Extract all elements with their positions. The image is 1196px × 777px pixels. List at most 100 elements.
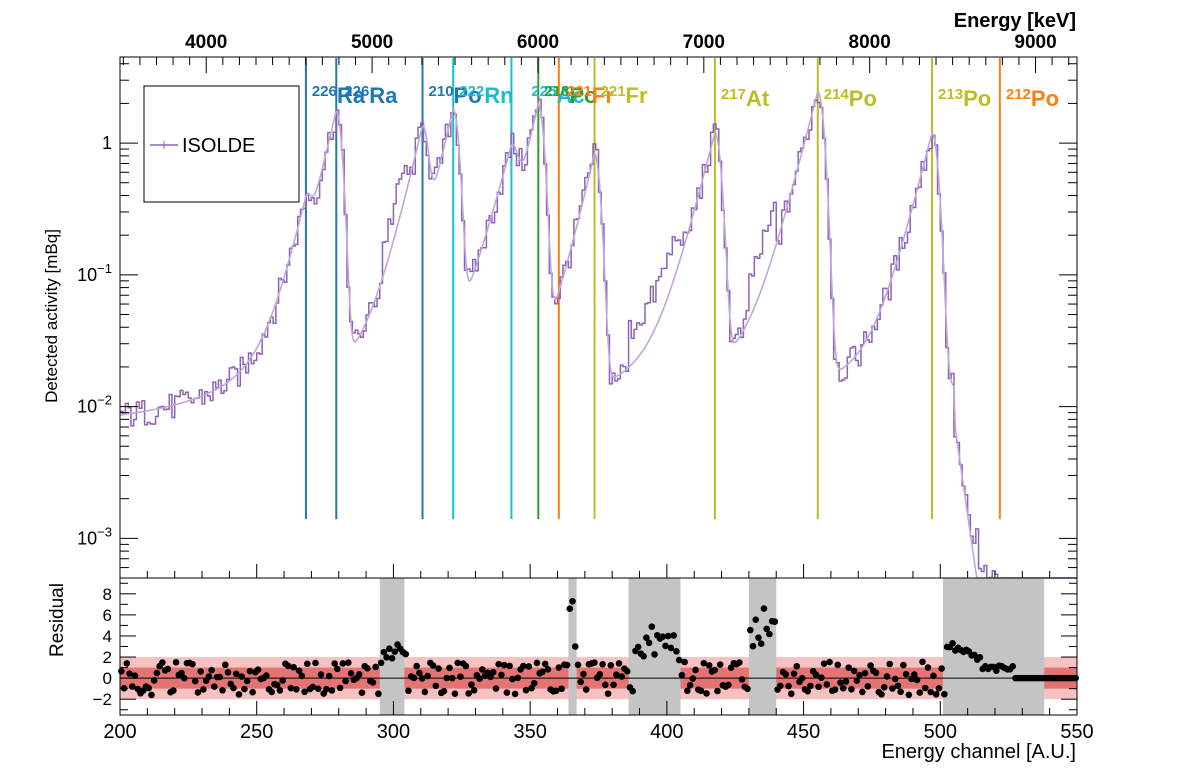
x-tick-label-0: 200	[103, 721, 136, 743]
residual-point	[916, 689, 924, 696]
main-y-axis-label: Detected activity [mBq]	[42, 229, 61, 403]
residual-point	[839, 684, 847, 692]
series-layer	[119, 90, 1077, 579]
residual-point	[443, 674, 451, 682]
residual-point	[279, 677, 286, 684]
residual-point	[235, 691, 243, 698]
residual-point	[500, 661, 508, 669]
residual-point	[273, 681, 281, 689]
residual-point	[314, 685, 322, 693]
residual-point	[118, 667, 125, 675]
residual-point	[180, 674, 188, 682]
residual-point	[145, 684, 153, 692]
residual-point	[752, 616, 760, 623]
residual-point	[673, 648, 680, 655]
residual-point	[834, 661, 842, 669]
residual-point	[454, 659, 461, 667]
residual-point	[290, 663, 297, 671]
legend-entry-isolde: ISOLDE	[182, 135, 255, 157]
residual-point	[465, 690, 472, 697]
residual-point	[667, 644, 675, 652]
residual-point	[522, 686, 530, 694]
residual-point	[334, 665, 341, 673]
residual-point	[675, 656, 683, 664]
top-axis-tick-label-0: 4000	[185, 32, 227, 53]
residual-point	[793, 662, 801, 670]
residual-point	[123, 660, 131, 667]
residual-point	[705, 662, 713, 669]
residual-point	[850, 667, 858, 675]
series-isolde-histogram	[120, 98, 1077, 579]
residual-point	[153, 669, 161, 677]
residual-point	[670, 632, 677, 639]
residual-point	[457, 673, 464, 680]
residual-point	[462, 662, 470, 670]
residual-point	[331, 660, 338, 667]
residual-point	[749, 642, 757, 650]
residual-point	[216, 673, 224, 681]
legend-box	[143, 85, 300, 203]
residual-point	[511, 690, 519, 698]
residual-point	[782, 671, 790, 678]
residual-point	[170, 687, 177, 694]
residual-point	[897, 688, 904, 696]
residual-point	[276, 687, 284, 694]
residual-point	[763, 625, 770, 633]
residual-point	[716, 661, 724, 668]
peak-label-214Po-9: 214Po	[824, 86, 877, 111]
residual-point	[648, 623, 656, 630]
residual-point	[842, 678, 850, 685]
residual-point	[328, 687, 336, 694]
series-fit-curve	[119, 90, 1077, 579]
peak-label-213Po-10: 213Po	[938, 86, 991, 111]
residual-point	[689, 675, 697, 682]
residual-point	[254, 666, 262, 673]
residual-point	[232, 670, 240, 678]
residual-point	[448, 674, 456, 682]
residual-point	[506, 662, 513, 670]
residual-point	[224, 669, 232, 676]
residual-point	[760, 605, 768, 612]
residual-point	[700, 659, 708, 667]
residual-point	[755, 634, 762, 641]
residual-point	[900, 661, 907, 669]
residual-point	[615, 660, 623, 667]
residual-point	[514, 674, 522, 682]
peak-label-226Ra-0: 226Ra	[312, 83, 366, 108]
residual-point	[317, 671, 325, 678]
residual-point	[746, 626, 754, 634]
residual-point	[1009, 663, 1017, 670]
residual-point	[191, 677, 199, 685]
residual-point	[386, 645, 393, 652]
residual-point	[919, 658, 926, 666]
residual-point	[891, 675, 899, 683]
residual-point	[582, 686, 590, 693]
residual-point	[566, 605, 574, 612]
residual-point	[303, 660, 311, 668]
residual-point	[736, 659, 743, 666]
residual-point	[725, 681, 732, 689]
residual-point	[375, 690, 382, 698]
residual-point	[771, 618, 779, 626]
main-y-tick-label-1: 10−2	[77, 393, 112, 417]
residual-point	[927, 688, 935, 696]
residual-point	[659, 633, 667, 640]
residual-y-tick-label-3: 4	[103, 627, 112, 646]
top-axis-tick-label-5: 9000	[1014, 32, 1056, 53]
residual-point	[194, 689, 202, 696]
residual-point	[358, 689, 366, 696]
residual-point	[539, 668, 546, 676]
residual-point	[391, 648, 399, 655]
residual-point	[711, 666, 719, 674]
x-tick-label-4: 400	[650, 721, 683, 743]
residual-point	[410, 674, 418, 682]
residual-point	[941, 690, 948, 698]
residual-point	[853, 677, 861, 685]
residual-point	[249, 688, 256, 696]
residual-y-tick-label-4: 6	[103, 606, 112, 625]
residual-point	[440, 687, 448, 695]
residual-point	[993, 667, 1000, 674]
residual-point	[159, 659, 166, 666]
residual-point	[921, 684, 929, 692]
